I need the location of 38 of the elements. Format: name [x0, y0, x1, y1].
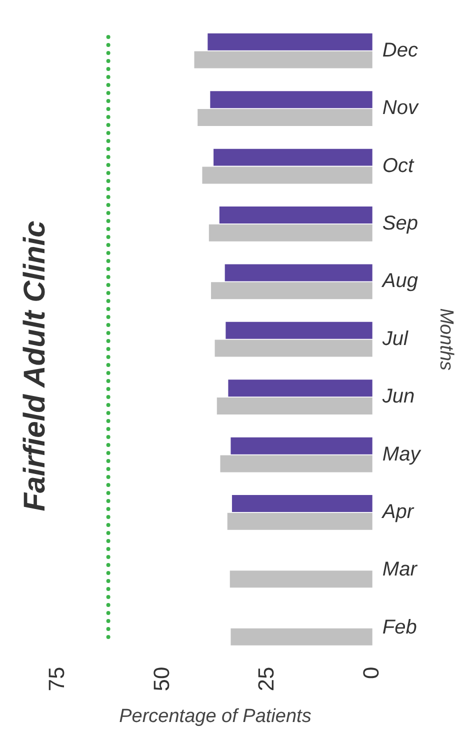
- bar: [219, 206, 372, 224]
- y-tick-label: May: [382, 443, 422, 466]
- x-tick-label: 25: [254, 666, 279, 692]
- bar: [211, 282, 372, 300]
- bar: [226, 322, 372, 339]
- x-axis-title: Percentage of Patients: [119, 706, 312, 727]
- bar: [227, 512, 372, 530]
- bar: [216, 398, 372, 415]
- text: Fairfield Adult Clinic: [18, 220, 52, 512]
- bar: [230, 628, 372, 646]
- bar: [230, 570, 372, 588]
- y-tick-label: Nov: [382, 97, 419, 120]
- bar: [220, 455, 372, 472]
- y-tick-label: Oct: [382, 154, 415, 177]
- x-tick-label: 75: [44, 666, 70, 692]
- bar: [194, 51, 372, 68]
- x-tick-label: 0: [358, 666, 384, 679]
- x-tick-label: 50: [148, 666, 174, 692]
- bar: [202, 166, 372, 184]
- y-axis-title: Months: [435, 308, 456, 372]
- bar: [228, 380, 372, 397]
- bar: [214, 340, 372, 357]
- bar: [230, 437, 372, 454]
- y-tick-label: Jun: [381, 386, 415, 408]
- y-tick-label: Sep: [382, 212, 418, 235]
- bar: [208, 224, 372, 242]
- bar: [208, 33, 372, 50]
- bar: [232, 495, 372, 512]
- y-tick-label: Dec: [382, 39, 418, 62]
- bar: [210, 91, 372, 108]
- bar: [224, 264, 372, 282]
- y-tick-label: Mar: [382, 558, 418, 581]
- bar: [198, 109, 372, 126]
- bar: [214, 148, 372, 166]
- y-tick-label: Aug: [381, 270, 418, 292]
- y-tick-label: Jul: [381, 328, 409, 350]
- y-tick-label: Apr: [381, 501, 415, 524]
- y-tick-label: Feb: [382, 616, 417, 638]
